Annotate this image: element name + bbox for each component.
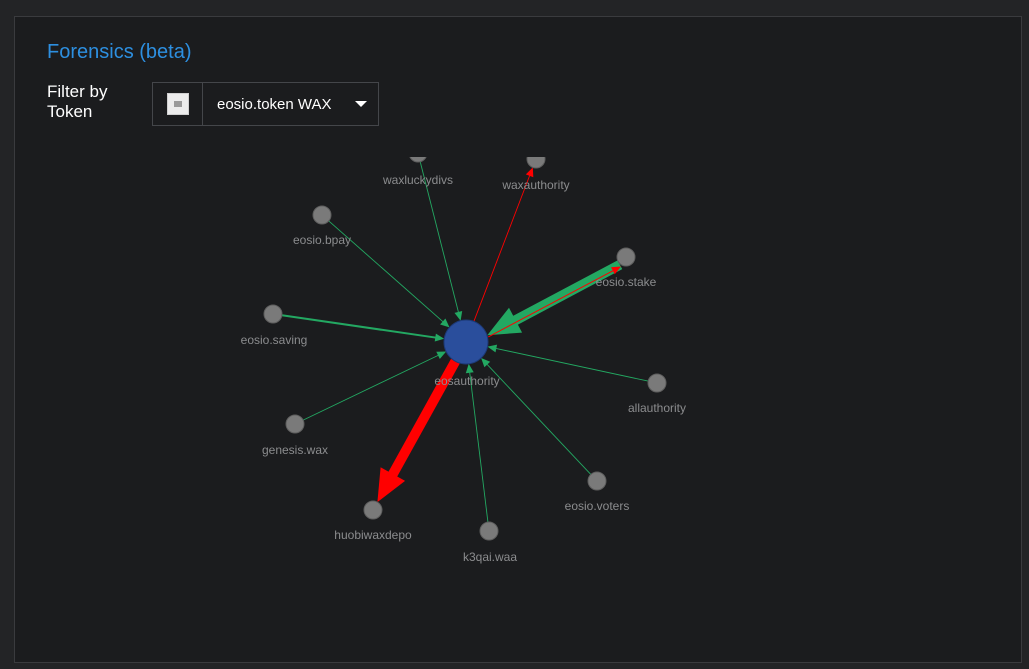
edge-eosauthority-to-huobiwaxdepo [387,358,460,478]
edge-arrowhead-eosio.bpay-to-eosauthority [440,318,450,328]
filter-label: Filter by Token [47,82,108,121]
edge-arrowhead-eosio.voters-to-eosauthority [481,358,491,368]
edge-waxluckydivs-to-eosauthority [419,161,460,314]
edge-arrowhead-genesis.wax-to-eosauthority [436,351,447,359]
edge-arrowhead-waxluckydivs-to-eosauthority [454,311,463,321]
chevron-down-icon[interactable] [355,101,367,107]
graph-node-label: eosio.saving [241,333,308,347]
graph-node-label: k3qai.waa [463,550,517,564]
edge-eosio.bpay-to-eosauthority [328,220,444,323]
edge-eosauthority-to-eosio.stake [488,269,615,338]
edge-eosio.voters-to-eosauthority [486,363,592,475]
graph-node-huobiwaxdepo[interactable] [363,500,383,520]
edge-arrowhead-eosio.stake-to-eosauthority [487,307,523,336]
graph-node-label: eosauthority [434,374,499,388]
graph-node-label: eosio.bpay [293,233,351,247]
edge-k3qai.waa-to-eosauthority [469,371,489,523]
graph-node-k3qai.waa[interactable] [479,521,499,541]
graph-node-waxluckydivs[interactable] [409,144,427,163]
edge-arrowhead-eosauthority-to-eosio.stake [611,266,621,275]
token-logo-icon [166,93,189,115]
edge-arrowhead-eosauthority-to-waxauthority [525,167,534,178]
token-select-value: eosio.token WAX [217,95,332,113]
token-select[interactable]: eosio.token WAX [152,82,379,126]
graph-node-label: huobiwaxdepo [334,528,412,542]
edge-allauthority-to-eosauthority [495,347,649,382]
graph-node-eosio.bpay[interactable] [312,205,332,225]
graph-node-label: genesis.wax [262,443,328,457]
page-title: Forensics (beta) [47,41,192,63]
graph-node-eosio.saving[interactable] [263,304,283,324]
edge-arrowhead-eosio.saving-to-eosauthority [434,333,445,342]
graph-node-allauthority[interactable] [647,373,667,393]
graph-node-label: waxauthority [501,178,569,192]
edge-eosauthority-to-waxauthority [473,174,531,322]
token-icon-cell [153,83,203,125]
graph-node-label: allauthority [628,401,686,415]
graph-node-waxauthority[interactable] [526,150,546,169]
edge-genesis.wax-to-eosauthority [302,354,440,421]
graph-node-eosauthority[interactable] [443,319,489,365]
edge-arrowhead-eosauthority-to-huobiwaxdepo [377,467,406,503]
graph-node-label: eosio.stake [596,275,657,289]
graph-node-label: eosio.voters [565,499,630,513]
graph-node-genesis.wax[interactable] [285,414,305,434]
graph-node-eosio.voters[interactable] [587,471,607,491]
edge-arrowhead-k3qai.waa-to-eosauthority [465,363,474,374]
edge-eosio.saving-to-eosauthority [281,314,437,339]
forensics-panel: Forensics (beta) Filter by Token eosio.t… [14,16,1022,663]
graph-node-label: waxluckydivs [382,173,453,187]
edge-arrowhead-allauthority-to-eosauthority [487,344,498,353]
edge-eosio.stake-to-eosauthority [512,260,623,326]
graph-node-eosio.stake[interactable] [616,247,636,267]
